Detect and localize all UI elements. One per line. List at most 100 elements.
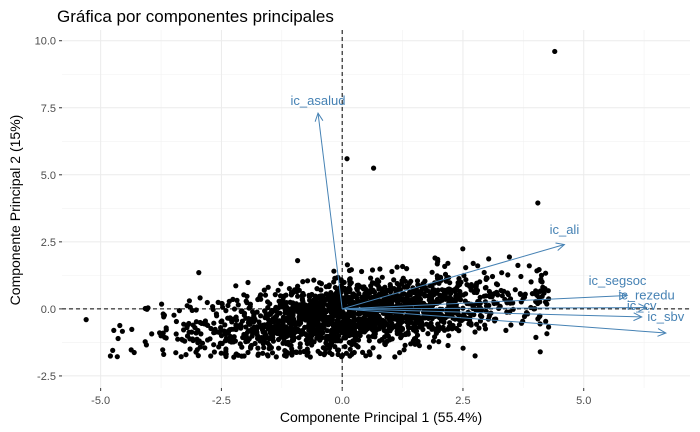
data-point [391,295,397,302]
data-point [369,280,375,286]
data-point [366,321,372,327]
data-point [243,324,249,330]
data-point [239,308,245,314]
data-point [216,344,222,350]
data-point [463,265,469,271]
data-point [368,286,375,293]
data-point [231,306,238,312]
data-point [357,330,363,336]
loading-arrow-ic_segsoc [342,294,628,310]
data-point [469,283,475,289]
data-point [435,328,441,334]
data-point [320,345,326,351]
data-point [338,277,344,283]
data-point [517,291,524,297]
data-point [186,298,192,304]
data-point [175,336,181,342]
data-point [360,303,366,309]
data-point [307,320,313,326]
data-point [538,272,545,278]
data-point [208,353,214,359]
data-point [472,353,478,359]
data-point [423,287,429,293]
data-point [295,283,301,289]
data-point [276,327,282,333]
data-point [270,324,276,330]
data-point [485,316,491,322]
data-point [115,335,121,342]
data-point [197,344,203,350]
data-point [343,290,349,296]
data-point [278,281,284,287]
data-point [244,300,250,306]
data-point [415,282,421,288]
data-point [426,294,432,300]
data-point [347,287,353,293]
data-point [334,320,340,326]
data-point [235,352,241,358]
data-point [327,345,333,351]
data-point [372,323,378,329]
data-point [408,341,414,347]
data-point [310,308,316,314]
data-point [244,293,250,299]
data-point [196,270,202,276]
data-point [301,348,307,355]
data-point [518,320,525,326]
data-point [245,338,251,344]
data-point [305,349,311,355]
data-point [377,266,383,272]
data-point [409,289,415,295]
data-point [184,303,190,309]
data-point [379,274,385,280]
data-point [295,293,301,299]
data-point [344,333,350,339]
data-point [173,331,179,337]
arrow-label-ic_cv: ic_cv [627,298,657,313]
data-point [179,336,185,342]
data-point [323,309,329,315]
data-point [230,296,236,302]
data-point [314,286,320,292]
data-point [415,338,421,345]
data-point [307,327,313,333]
data-point [296,335,302,341]
data-point [142,339,148,345]
data-point [510,300,516,306]
data-point [232,338,238,344]
data-point [493,281,500,287]
arrow-label-ic_sbv: ic_sbv [647,309,684,324]
data-point [265,299,271,305]
data-point [503,327,509,333]
data-point [317,303,323,309]
data-point [347,296,353,302]
data-point [255,296,261,303]
data-point [363,353,369,359]
data-point [207,336,213,342]
data-point [329,331,335,337]
data-point [369,267,376,273]
data-point [414,278,421,284]
data-point [262,292,269,298]
data-point [464,282,470,288]
data-point [297,341,303,347]
data-point [425,331,431,337]
data-point [474,289,480,296]
x-tick-label: 0.0 [335,395,350,407]
data-point [353,337,359,343]
data-point [288,292,294,298]
data-point [384,338,390,344]
data-point [351,292,357,298]
data-point [394,324,400,330]
data-point [442,271,449,277]
data-point [274,309,280,315]
data-point [406,292,412,298]
data-point [372,293,378,299]
data-point [339,354,345,360]
data-point [521,313,528,320]
data-point [477,300,483,306]
data-point [355,298,362,304]
data-point [504,309,510,315]
data-point [367,350,373,357]
data-point [331,268,337,274]
